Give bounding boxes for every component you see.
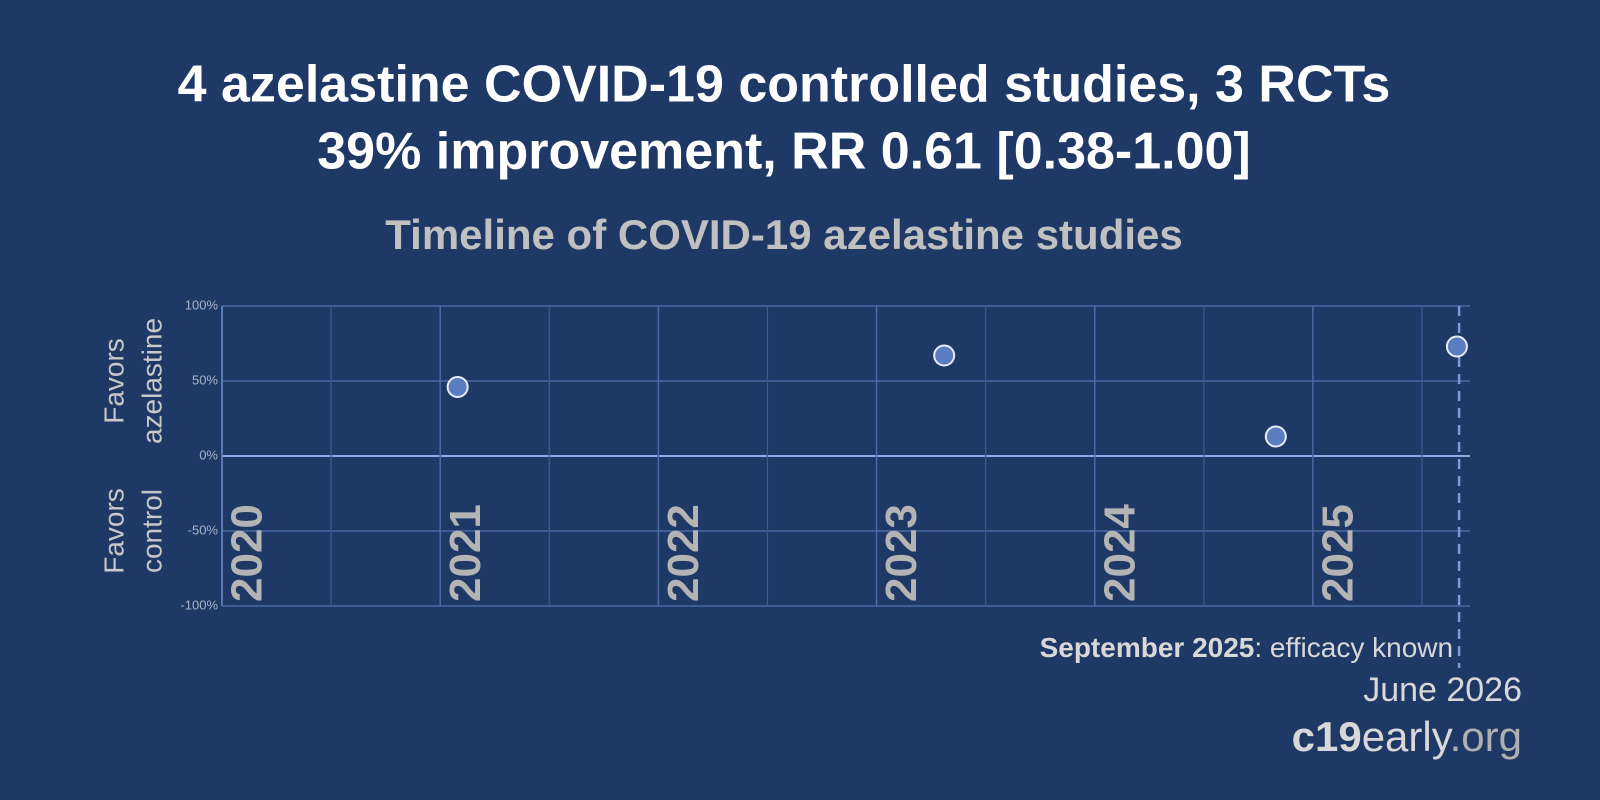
y-tick-label: 0%	[199, 447, 218, 462]
x-tick-label: 2024	[1095, 504, 1144, 602]
title: 39% improvement, RR 0.61 [0.38-1.00]	[317, 123, 1251, 181]
y-axis-label: Favors	[98, 488, 129, 574]
y-axis-label: Favors	[98, 338, 129, 424]
study-point	[1445, 335, 1468, 358]
annotation-bold: September 2025	[1040, 632, 1255, 663]
brand-part: early	[1362, 713, 1453, 760]
study-point	[933, 344, 956, 367]
x-tick-label: 2025	[1314, 504, 1363, 602]
title: 4 azelastine COVID-19 controlled studies…	[178, 56, 1391, 114]
y-tick-label: -50%	[188, 522, 219, 537]
brand-part: .org	[1450, 713, 1522, 760]
brand: c19early.org	[1292, 713, 1522, 760]
y-tick-label: -100%	[180, 597, 218, 612]
study-point	[1264, 425, 1287, 448]
plot: 100% 50% 0% -50% -100% 2020 2021 2022 2023 2024 20…	[98, 297, 1470, 668]
y-axis-label: azelastine	[136, 318, 167, 444]
x-tick-label: 2023	[877, 504, 926, 602]
brand-part: c19	[1292, 713, 1362, 760]
chart-title: Timeline of COVID-19 azelastine studies	[385, 211, 1182, 258]
annotation: September 2025: efficacy known	[1040, 632, 1454, 663]
study-point	[446, 376, 469, 398]
footer-date: June 2026	[1363, 671, 1522, 709]
x-tick-label: 2020	[223, 504, 272, 602]
y-tick-label: 50%	[192, 372, 218, 387]
x-tick-label: 2022	[659, 504, 708, 602]
x-tick-label: 2021	[441, 504, 490, 602]
annotation-text: : efficacy known	[1254, 632, 1453, 663]
y-axis-label: control	[136, 489, 167, 573]
y-tick-label: 100%	[185, 297, 219, 312]
